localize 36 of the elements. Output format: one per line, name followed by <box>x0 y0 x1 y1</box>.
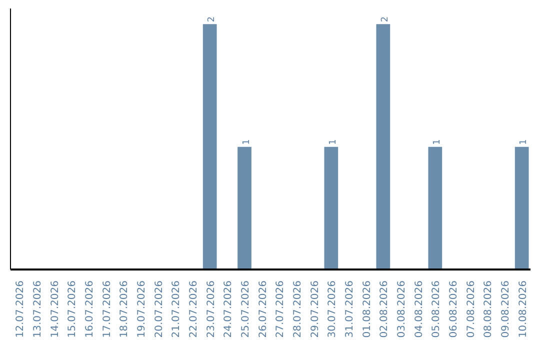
x-tick-label: 21.07.2026 <box>171 280 182 338</box>
x-tick-label: 12.07.2026 <box>15 280 26 338</box>
x-tick-label: 29.07.2026 <box>310 280 321 338</box>
data-label: 1 <box>242 139 252 145</box>
x-tick-label: 03.08.2026 <box>396 280 408 338</box>
x-tick-label: 13.07.2026 <box>32 280 44 338</box>
x-tick-label: 24.07.2026 <box>223 280 234 338</box>
x-tick-label: 14.07.2026 <box>50 280 61 338</box>
x-tick-label: 31.07.2026 <box>344 280 356 338</box>
x-tick-label: 25.07.2026 <box>240 280 252 338</box>
data-label: 2 <box>207 16 218 22</box>
x-tick-label: 02.08.2026 <box>379 280 390 338</box>
data-label: 1 <box>519 139 530 145</box>
x-tick-label: 08.08.2026 <box>483 280 494 338</box>
x-tick-label: 28.07.2026 <box>292 280 304 338</box>
x-tick-label: 17.07.2026 <box>102 280 113 338</box>
x-tick-label: 19.07.2026 <box>136 280 148 338</box>
data-label: 2 <box>380 16 391 22</box>
x-tick-label: 23.07.2026 <box>206 280 217 338</box>
x-tick-label: 30.07.2026 <box>327 280 338 338</box>
x-tick-label: 07.08.2026 <box>466 280 477 338</box>
x-tick-label: 20.07.2026 <box>154 280 165 338</box>
x-tick-label: 05.08.2026 <box>431 280 442 338</box>
x-tick-label: 22.07.2026 <box>188 280 200 338</box>
x-tick-label: 16.07.2026 <box>84 280 96 338</box>
x-tick-label: 18.07.2026 <box>119 280 130 338</box>
x-tick-label: 09.08.2026 <box>500 280 512 338</box>
x-tick-label: 04.08.2026 <box>414 280 425 338</box>
x-tick-label: 27.07.2026 <box>275 280 286 338</box>
x-tick-label: 26.07.2026 <box>258 280 269 338</box>
x-tick-label: 10.08.2026 <box>518 280 529 338</box>
data-label: 1 <box>328 139 339 145</box>
x-tick-label: 15.07.2026 <box>67 280 78 338</box>
data-label: 1 <box>432 139 443 145</box>
x-tick-label: 01.08.2026 <box>362 280 373 338</box>
x-tick-label: 06.08.2026 <box>448 280 460 338</box>
